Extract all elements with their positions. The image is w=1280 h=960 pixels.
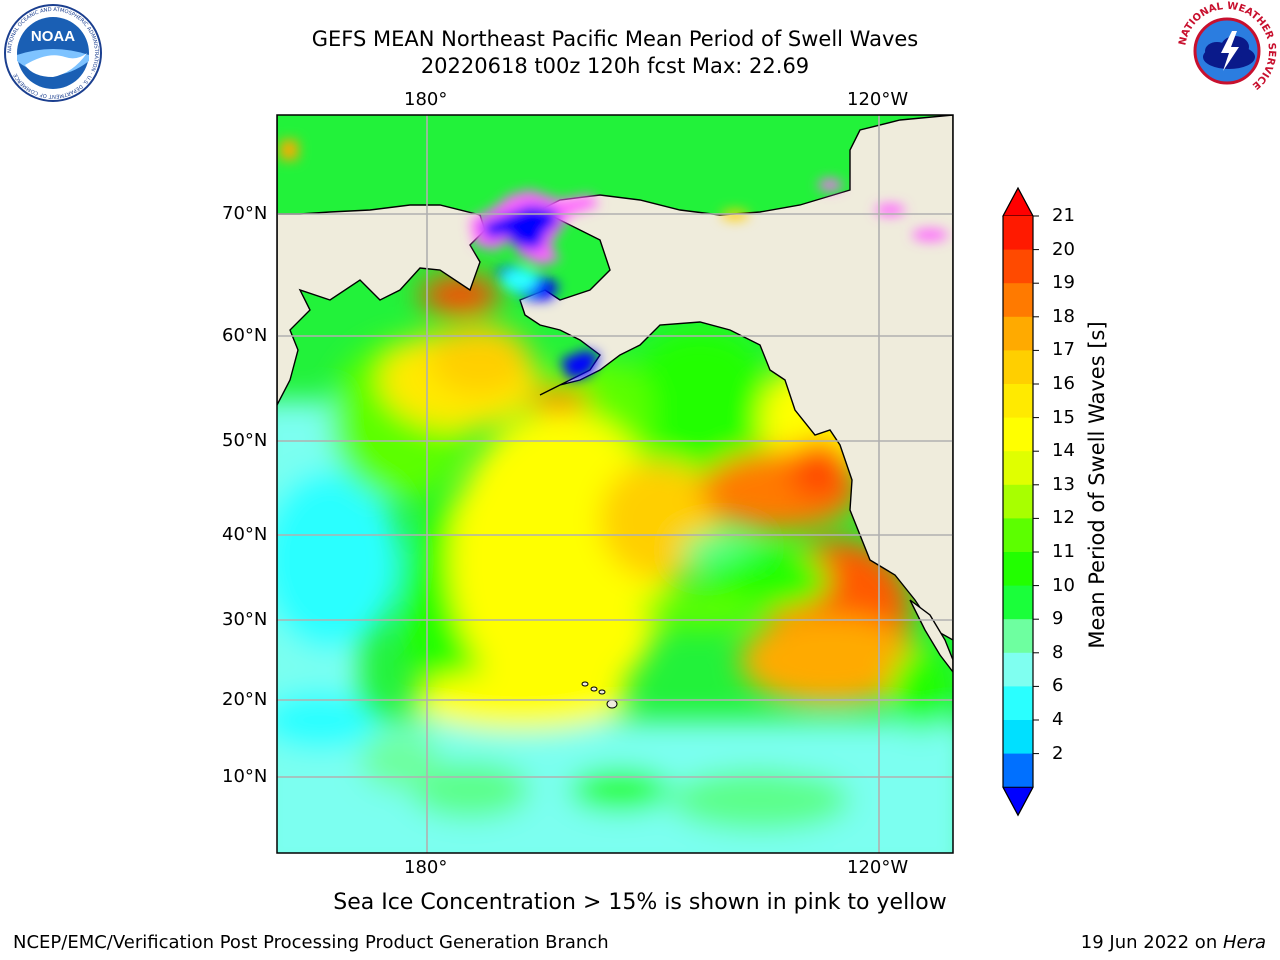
lat-label-10n: 10°N xyxy=(222,766,268,787)
colorbar-swatch xyxy=(1003,350,1033,385)
colorbar-tick-label: 9 xyxy=(1052,608,1064,630)
sea-ice-note: Sea Ice Concentration > 15% is shown in … xyxy=(333,890,947,915)
colorbar-swatch xyxy=(1003,484,1033,519)
colorbar-title: Mean Period of Swell Waves [s] xyxy=(1085,321,1109,649)
lon-label-bottom-120w: 120°W xyxy=(847,857,909,878)
lat-label-20n: 20°N xyxy=(222,689,268,710)
colorbar-swatch xyxy=(1003,552,1033,587)
colorbar-tick-label: 14 xyxy=(1052,440,1075,462)
sea-ice-field xyxy=(280,140,948,380)
date-stamp: 19 Jun 2022 on Hera xyxy=(1081,932,1266,953)
colorbar-tick-label: 13 xyxy=(1052,473,1075,495)
map-area xyxy=(277,115,953,853)
lat-label-50n: 50°N xyxy=(222,430,268,451)
colorbar-tick-label: 20 xyxy=(1052,238,1075,260)
colorbar-swatch xyxy=(1003,216,1033,251)
chart-title: GEFS MEAN Northeast Pacific Mean Period … xyxy=(311,27,919,51)
lon-label-top-120w: 120°W xyxy=(847,89,909,110)
asia-land xyxy=(277,115,486,406)
baja-land xyxy=(909,599,953,674)
colorbar-tick-label: 8 xyxy=(1052,641,1064,663)
lon-label-top-180: 180° xyxy=(404,89,448,110)
colorbar-tick-label: 18 xyxy=(1052,305,1075,327)
graticule xyxy=(277,115,953,853)
colorbar xyxy=(1002,186,1039,817)
colorbar-tick-label: 19 xyxy=(1052,272,1075,294)
map-frame xyxy=(276,114,954,854)
colorbar-tick-label: 6 xyxy=(1052,675,1064,697)
colorbar-tick-label: 12 xyxy=(1052,507,1075,529)
land-masses xyxy=(277,115,953,674)
colorbar-swatch xyxy=(1003,753,1033,788)
noaa-text: NOAA xyxy=(31,28,75,45)
date-text: 19 Jun 2022 on xyxy=(1080,932,1223,953)
colorbar-swatch xyxy=(1003,384,1033,419)
noaa-logo: NOAA NATIONAL OCEANIC AND ATMOSPHERIC AD… xyxy=(4,4,102,102)
colorbar-swatch xyxy=(1003,720,1033,755)
nws-logo: NATIONAL WEATHER SERVICE xyxy=(1177,1,1277,99)
colorbar-swatch xyxy=(1003,619,1033,654)
lat-label-60n: 60°N xyxy=(222,325,268,346)
colorbar-swatch xyxy=(1003,283,1033,318)
hawaii-islands xyxy=(581,681,618,709)
chart-subtitle: 20220618 t00z 120h fcst Max: 22.69 xyxy=(420,54,810,78)
colorbar-swatch xyxy=(1003,652,1033,687)
colorbar-under-triangle xyxy=(1002,786,1034,817)
colorbar-swatch xyxy=(1003,518,1033,553)
lat-label-30n: 30°N xyxy=(222,609,268,630)
colorbar-tick-label: 2 xyxy=(1052,742,1064,764)
colorbar-swatch xyxy=(1003,316,1033,351)
colorbar-tick-label: 11 xyxy=(1052,541,1075,562)
colorbar-tick-label: 15 xyxy=(1052,406,1075,428)
colorbar-tick-label: 17 xyxy=(1052,339,1075,361)
colorbar-swatch xyxy=(1003,686,1033,721)
lat-label-70n: 70°N xyxy=(222,203,268,224)
colorbar-over-triangle xyxy=(1002,186,1034,217)
credit-text: NCEP/EMC/Verification Post Processing Pr… xyxy=(13,932,609,953)
colorbar-tick-label: 4 xyxy=(1052,709,1064,730)
colorbar-swatch xyxy=(1003,451,1033,486)
lat-label-40n: 40°N xyxy=(222,524,268,545)
colorbar-tick-label: 21 xyxy=(1052,205,1075,226)
machine-name: Hera xyxy=(1222,932,1266,953)
swell-period-field xyxy=(277,275,953,853)
colorbar-tick-label: 16 xyxy=(1052,373,1075,394)
colorbar-swatch xyxy=(1003,417,1033,452)
colorbar-swatch xyxy=(1003,249,1033,284)
colorbar-frame xyxy=(1002,186,1034,817)
colorbar-tick-label: 10 xyxy=(1052,574,1075,596)
colorbar-swatch xyxy=(1003,585,1033,620)
lon-label-bottom-180: 180° xyxy=(404,857,448,878)
